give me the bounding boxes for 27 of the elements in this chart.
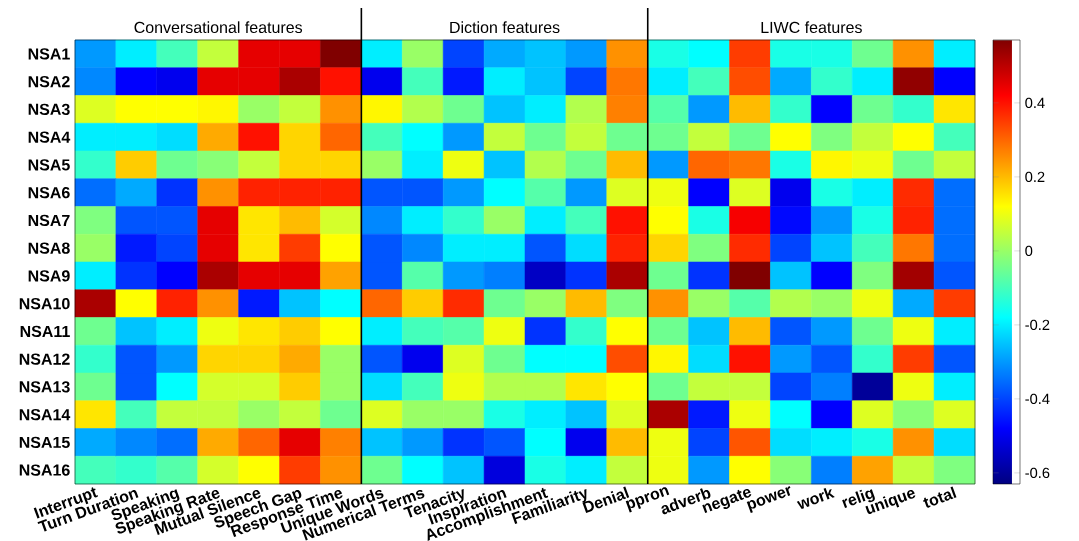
y-tick-label: NSA12 <box>19 353 70 365</box>
y-tick-label: NSA14 <box>19 408 71 421</box>
x-tick-label: total <box>923 486 957 508</box>
y-tick-label: NSA3 <box>28 103 70 116</box>
y-tick-label: NSA11 <box>20 325 70 338</box>
text: Conversational features <box>134 21 303 34</box>
text: LIWC features <box>761 21 862 34</box>
x-tick-label: work <box>796 487 835 509</box>
color-bar-label: -0.2 <box>1025 319 1050 331</box>
y-tick-label: NSA16 <box>19 464 70 476</box>
color-bar-label: -0.4 <box>1025 393 1050 405</box>
y-tick-label: NSA9 <box>28 270 70 282</box>
color-bar-label: 0.4 <box>1025 97 1045 109</box>
y-tick-label: NSA4 <box>28 131 71 143</box>
color-bar-label: 0.2 <box>1025 171 1045 183</box>
y-tick-label: NSA8 <box>28 242 70 254</box>
y-tick-label: NSA1 <box>28 48 70 60</box>
y-tick-label: NSA6 <box>28 186 70 199</box>
y-tick-label: NSA7 <box>28 214 70 227</box>
text: Diction features <box>450 21 560 34</box>
color-bar-label: 0 <box>1025 245 1033 257</box>
y-tick-label: NSA13 <box>19 381 70 393</box>
color-bar-label: -0.6 <box>1025 467 1050 479</box>
y-tick-label: NSA5 <box>28 159 70 171</box>
y-tick-label: NSA15 <box>19 436 70 449</box>
y-tick-label: NSA2 <box>28 75 70 88</box>
y-tick-label: NSA10 <box>19 297 70 310</box>
